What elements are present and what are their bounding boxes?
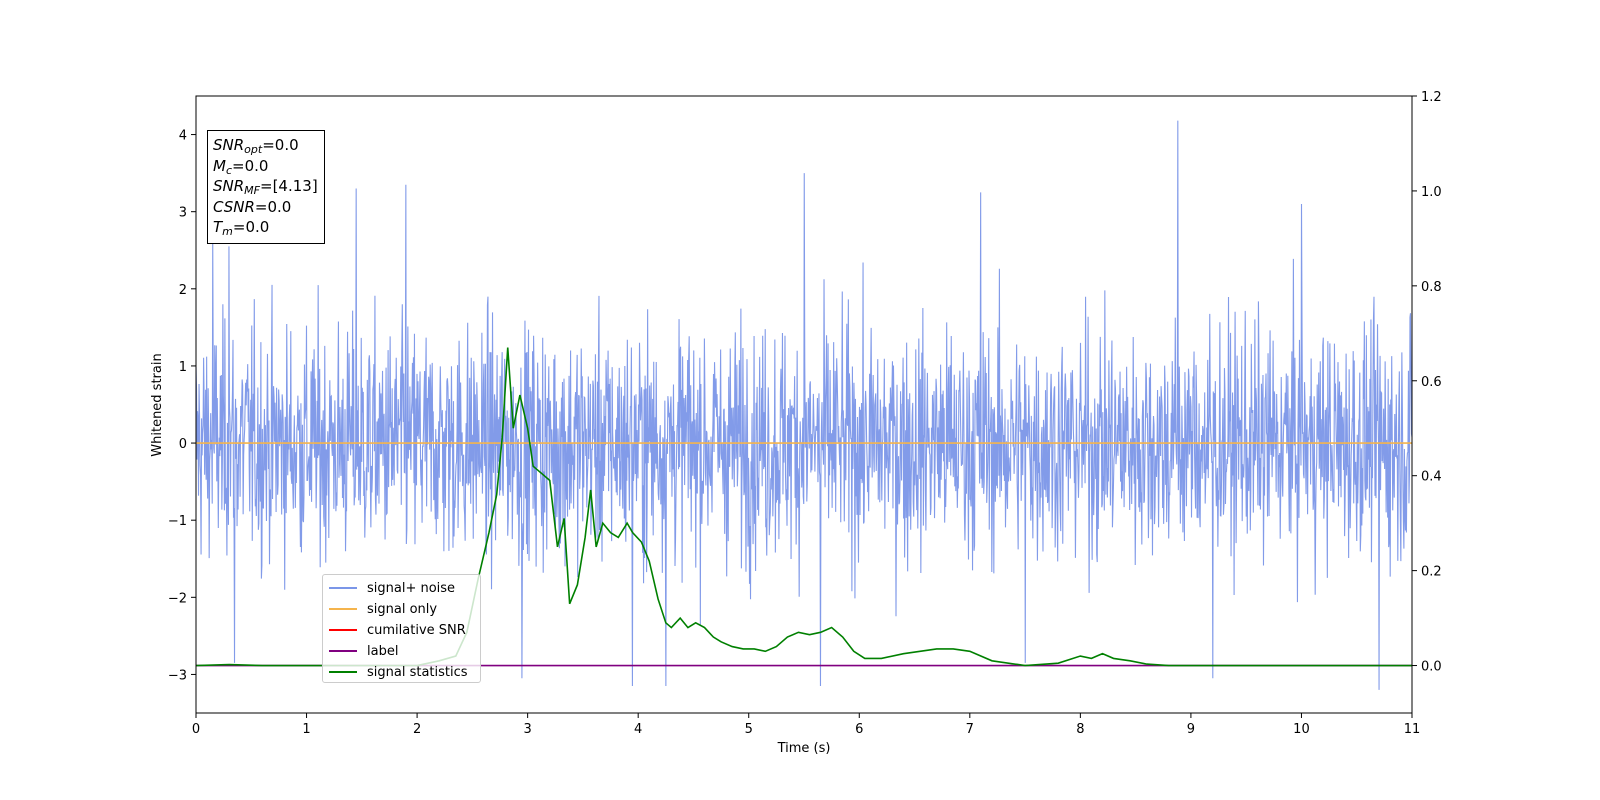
legend-label: signal+ noise (367, 580, 456, 596)
legend-swatch (329, 587, 357, 589)
legend-swatch (329, 629, 357, 631)
noise-line (195, 120, 1413, 690)
legend-item-signal-plus-noise: signal+ noise (329, 580, 455, 596)
snr-mf-line: SNRMF=[4.13] (213, 177, 318, 197)
snr-mf-value: [4.13] (272, 177, 318, 195)
x-tick-label: 3 (523, 722, 531, 737)
x-tick-label: 6 (855, 722, 863, 737)
x-tick-label: 5 (745, 722, 753, 737)
legend-label: signal only (367, 601, 438, 617)
x-tick-label: 8 (1076, 722, 1084, 737)
legend-label: signal statistics (367, 664, 468, 680)
x-tick-label: 4 (634, 722, 642, 737)
y-tick-label: 0 (179, 437, 187, 452)
legend-item-signal-only: signal only (329, 601, 437, 617)
y-tick-label: 2 (179, 283, 187, 298)
x-tick-label: 7 (966, 722, 974, 737)
x-tick-label: 9 (1187, 722, 1195, 737)
y-tick-label: 3 (179, 206, 187, 221)
annotation-box: SNRopt=0.0 Mc=0.0 SNRMF=[4.13] CSNR=0.0 … (207, 130, 325, 244)
legend-item-signal-statistics: signal statistics (329, 664, 468, 680)
y2-tick-label: 0.6 (1421, 375, 1442, 390)
tm-line: Tm=0.0 (213, 218, 270, 238)
snr-opt-value: 0.0 (274, 136, 299, 154)
x-tick-label: 10 (1293, 722, 1310, 737)
csnr-line: CSNR=0.0 (213, 197, 292, 216)
legend: signal+ noise signal only cumilative SNR… (322, 574, 481, 683)
legend-item-cumilative-snr: cumilative SNR (329, 622, 466, 638)
x-axis-ticks: 0 1 2 3 4 5 6 7 8 9 10 11 (192, 713, 1420, 737)
y2-tick-label: 1.2 (1421, 90, 1442, 105)
x-tick-label: 2 (413, 722, 421, 737)
y2-tick-label: 0.4 (1421, 470, 1442, 485)
series-signal-statistics (195, 347, 1412, 667)
mc-line: Mc=0.0 (213, 156, 269, 177)
plot-frame (195, 95, 1413, 714)
x-tick-label: 0 (192, 722, 200, 737)
legend-label: cumilative SNR (367, 622, 466, 638)
y-axis-ticks: 4 3 2 1 0 −1 −2 −3 (168, 129, 196, 683)
y-tick-label: −1 (168, 514, 187, 529)
x-axis-label: Time (s) (777, 741, 831, 756)
x-tick-label: 11 (1404, 722, 1421, 737)
y2-tick-label: 1.0 (1421, 185, 1442, 200)
y-tick-label: 4 (179, 129, 187, 144)
snr-opt-line: SNRopt=0.0 (213, 136, 299, 156)
legend-swatch (329, 650, 357, 652)
y-tick-label: 1 (179, 360, 187, 375)
signal-statistics-line (195, 347, 1412, 667)
legend-item-label: label (329, 643, 398, 659)
y2-tick-label: 0.0 (1421, 660, 1442, 675)
legend-swatch (329, 671, 357, 673)
csnr-value: 0.0 (267, 197, 292, 216)
mc-value: 0.0 (244, 156, 269, 175)
x-tick-label: 1 (302, 722, 310, 737)
legend-label: label (367, 643, 399, 659)
legend-swatch (329, 608, 357, 610)
y-tick-label: −3 (168, 668, 187, 683)
y-axis-label: Whitened strain (150, 353, 165, 456)
y2-tick-label: 0.8 (1421, 280, 1442, 295)
tm-value: 0.0 (245, 218, 270, 236)
y-tick-label: −2 (168, 591, 187, 606)
y2-axis-ticks: 1.2 1.0 0.8 0.6 0.4 0.2 0.0 (1412, 90, 1442, 675)
y2-tick-label: 0.2 (1421, 565, 1442, 580)
series-signal-plus-noise (195, 120, 1413, 690)
